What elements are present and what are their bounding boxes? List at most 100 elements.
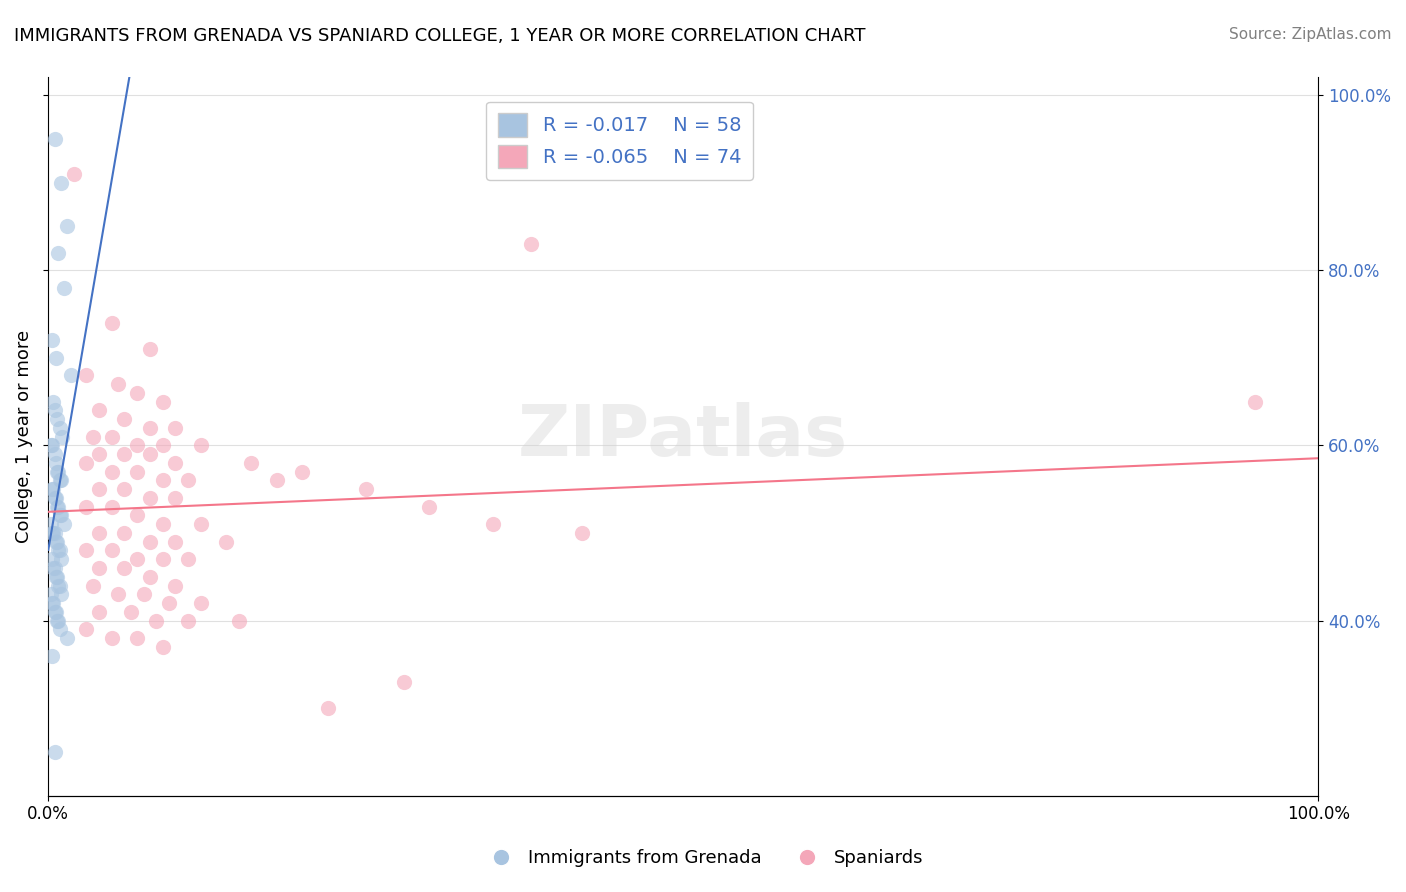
Text: Source: ZipAtlas.com: Source: ZipAtlas.com	[1229, 27, 1392, 42]
Point	[87, 561, 110, 575]
Point	[75, 543, 97, 558]
Point	[114, 482, 136, 496]
Point	[44, 561, 66, 575]
Point	[165, 456, 187, 470]
Point	[46, 614, 69, 628]
Point	[127, 385, 149, 400]
Point	[87, 403, 110, 417]
Point	[157, 596, 180, 610]
Point	[45, 570, 67, 584]
Text: ZIPatlas: ZIPatlas	[519, 402, 848, 471]
Point	[49, 474, 72, 488]
Point	[41, 648, 63, 663]
Point	[75, 500, 97, 514]
Point	[45, 534, 67, 549]
Point	[44, 447, 66, 461]
Point	[190, 596, 212, 610]
Point	[41, 525, 63, 540]
Point	[354, 482, 377, 496]
Point	[127, 438, 149, 452]
Point	[291, 465, 314, 479]
Point	[46, 570, 69, 584]
Point	[316, 701, 339, 715]
Point	[139, 447, 162, 461]
Point	[44, 605, 66, 619]
Point	[127, 631, 149, 645]
Point	[177, 474, 200, 488]
Point	[101, 465, 124, 479]
Point	[101, 500, 124, 514]
Point	[46, 465, 69, 479]
Point	[41, 333, 63, 347]
Point	[46, 534, 69, 549]
Point	[42, 394, 65, 409]
Point	[48, 578, 70, 592]
Point	[165, 491, 187, 505]
Point	[165, 421, 187, 435]
Point	[39, 438, 62, 452]
Point	[107, 377, 129, 392]
Point	[52, 281, 75, 295]
Point	[48, 421, 70, 435]
Point	[48, 623, 70, 637]
Point	[87, 605, 110, 619]
Point	[75, 456, 97, 470]
Point	[1243, 394, 1265, 409]
Point	[41, 482, 63, 496]
Point	[228, 614, 250, 628]
Point	[139, 342, 162, 356]
Point	[49, 552, 72, 566]
Point	[48, 474, 70, 488]
Point	[87, 525, 110, 540]
Point	[114, 525, 136, 540]
Point	[48, 508, 70, 523]
Point	[51, 429, 73, 443]
Point	[82, 429, 104, 443]
Point	[132, 587, 155, 601]
Point	[392, 674, 415, 689]
Point	[165, 578, 187, 592]
Point	[114, 412, 136, 426]
Point	[56, 631, 79, 645]
Point	[145, 614, 167, 628]
Point	[42, 561, 65, 575]
Point	[152, 517, 174, 532]
Point	[107, 587, 129, 601]
Point	[215, 534, 238, 549]
Point	[165, 534, 187, 549]
Point	[49, 587, 72, 601]
Point	[44, 525, 66, 540]
Point	[152, 474, 174, 488]
Point	[152, 552, 174, 566]
Point	[41, 552, 63, 566]
Point	[49, 508, 72, 523]
Point	[39, 517, 62, 532]
Point	[190, 517, 212, 532]
Point	[45, 351, 67, 365]
Point	[87, 482, 110, 496]
Point	[152, 438, 174, 452]
Point	[120, 605, 142, 619]
Point	[46, 412, 69, 426]
Point	[139, 421, 162, 435]
Point	[127, 508, 149, 523]
Point	[87, 447, 110, 461]
Point	[52, 517, 75, 532]
Point	[48, 465, 70, 479]
Point	[190, 438, 212, 452]
Point	[44, 491, 66, 505]
Point	[42, 525, 65, 540]
Point	[41, 438, 63, 452]
Point	[44, 403, 66, 417]
Point	[44, 132, 66, 146]
Point	[46, 500, 69, 514]
Point	[139, 534, 162, 549]
Point	[45, 605, 67, 619]
Point	[75, 368, 97, 383]
Point	[114, 447, 136, 461]
Point	[177, 552, 200, 566]
Point	[39, 587, 62, 601]
Point	[56, 219, 79, 234]
Point	[42, 482, 65, 496]
Point	[481, 517, 503, 532]
